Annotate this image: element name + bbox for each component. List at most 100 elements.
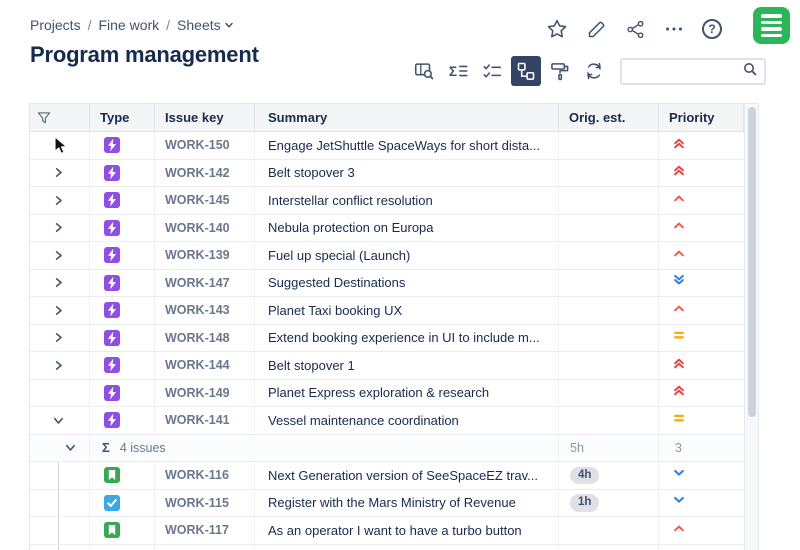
est-cell[interactable]	[559, 379, 659, 406]
sync-refresh-button[interactable]	[579, 56, 609, 86]
est-cell[interactable]	[559, 187, 659, 214]
priority-cell[interactable]	[659, 160, 744, 187]
issue-key-cell[interactable]: WORK-144	[155, 352, 255, 379]
est-cell[interactable]	[559, 544, 659, 550]
priority-cell[interactable]	[659, 270, 744, 297]
issue-key-cell[interactable]: WORK-139	[155, 242, 255, 269]
priority-cell[interactable]	[659, 325, 744, 352]
issue-key-cell[interactable]: WORK-116	[155, 462, 255, 489]
summary-cell[interactable]	[255, 544, 559, 550]
issue-key-cell[interactable]: WORK-148	[155, 324, 255, 351]
priority-cell[interactable]	[659, 545, 744, 550]
expand-button[interactable]	[51, 248, 65, 262]
priority-cell[interactable]	[659, 490, 744, 517]
summary-cell[interactable]: Interstellar conflict resolution	[255, 187, 559, 214]
priority-cell[interactable]	[659, 517, 744, 544]
summary-cell[interactable]: Next Generation version of SeeSpaceEZ tr…	[255, 462, 559, 489]
issue-key-cell[interactable]: WORK-142	[155, 159, 255, 186]
view-toolbar: Σ	[409, 56, 766, 86]
issue-key-cell[interactable]: WORK-147	[155, 269, 255, 296]
share-icon[interactable]	[624, 18, 646, 40]
est-cell[interactable]	[559, 352, 659, 379]
star-icon[interactable]	[546, 18, 568, 40]
summary-cell[interactable]: Nebula protection on Europa	[255, 214, 559, 241]
app-logo[interactable]	[753, 7, 790, 44]
header-priority[interactable]: Priority	[659, 104, 744, 131]
issue-key-cell[interactable]	[155, 544, 255, 550]
est-cell[interactable]	[559, 269, 659, 296]
priority-cell[interactable]	[659, 132, 744, 159]
summary-cell[interactable]: Register with the Mars Ministry of Reven…	[255, 489, 559, 516]
find-view-button[interactable]	[409, 56, 439, 86]
expand-button[interactable]	[51, 358, 65, 372]
hierarchy-view-button[interactable]	[511, 56, 541, 86]
priority-cell[interactable]	[659, 297, 744, 324]
issue-key-cell[interactable]: WORK-143	[155, 297, 255, 324]
expand-button[interactable]	[51, 221, 65, 235]
summary-cell[interactable]: Belt stopover 1	[255, 352, 559, 379]
filter-icon[interactable]	[37, 111, 51, 125]
issue-key-cell[interactable]: WORK-141	[155, 407, 255, 434]
priority-cell[interactable]	[659, 407, 744, 434]
priority-cell[interactable]	[659, 215, 744, 242]
scrollbar-thumb[interactable]	[748, 107, 756, 417]
summary-cell[interactable]: Belt stopover 3	[255, 159, 559, 186]
summary-cell[interactable]: Fuel up special (Launch)	[255, 242, 559, 269]
expand-button[interactable]	[51, 331, 65, 345]
header-issue-key[interactable]: Issue key	[155, 104, 255, 131]
header-summary[interactable]: Summary	[255, 104, 559, 131]
table-row: WORK-115 Register with the Mars Ministry …	[30, 489, 744, 517]
collapse-button[interactable]	[63, 441, 77, 455]
help-icon[interactable]: ?	[702, 19, 722, 39]
expand-button[interactable]	[51, 166, 65, 180]
issue-key-cell[interactable]: WORK-149	[155, 379, 255, 406]
priority-cell[interactable]	[659, 242, 744, 269]
priority-cell[interactable]	[659, 462, 744, 489]
header-orig-est[interactable]: Orig. est.	[559, 104, 659, 131]
more-ellipsis-icon[interactable]	[663, 18, 685, 40]
issue-key-cell[interactable]: WORK-115	[155, 489, 255, 516]
est-cell[interactable]	[559, 214, 659, 241]
collapse-button[interactable]	[51, 413, 65, 427]
priority-cell[interactable]	[659, 380, 744, 407]
est-cell[interactable]	[559, 132, 659, 159]
priority-cell[interactable]	[659, 352, 744, 379]
est-cell[interactable]	[559, 242, 659, 269]
priority-cell[interactable]	[659, 187, 744, 214]
est-cell[interactable]	[559, 297, 659, 324]
scrollbar-track[interactable]	[744, 104, 758, 550]
est-cell[interactable]	[559, 324, 659, 351]
summary-cell[interactable]: Planet Taxi booking UX	[255, 297, 559, 324]
expand-button[interactable]	[51, 138, 65, 152]
est-cell[interactable]	[559, 517, 659, 544]
breadcrumb-item-fine-work[interactable]: Fine work	[98, 17, 159, 33]
est-cell[interactable]: 1h	[559, 489, 659, 516]
expand-button[interactable]	[51, 193, 65, 207]
summary-cell[interactable]: Vessel maintenance coordination	[255, 407, 559, 434]
sum-rows-button[interactable]: Σ	[443, 56, 473, 86]
issue-key-cell[interactable]: WORK-145	[155, 187, 255, 214]
expand-button[interactable]	[51, 276, 65, 290]
breadcrumb-item-sheets[interactable]: Sheets	[177, 17, 234, 33]
checklist-button[interactable]	[477, 56, 507, 86]
summary-cell[interactable]: As an operator I want to have a turbo bu…	[255, 517, 559, 544]
table-body: WORK-150 Engage JetShuttle SpaceWays for …	[30, 132, 758, 550]
est-cell[interactable]	[559, 159, 659, 186]
header-type[interactable]: Type	[90, 104, 155, 131]
paint-roller-button[interactable]	[545, 56, 575, 86]
issue-key-cell[interactable]: WORK-150	[155, 132, 255, 159]
summary-cell[interactable]: Planet Express exploration & research	[255, 379, 559, 406]
estimate-value: 4h	[570, 466, 600, 484]
breadcrumb-item-projects[interactable]: Projects	[30, 17, 81, 33]
issue-key-cell[interactable]: WORK-140	[155, 214, 255, 241]
breadcrumb-label: Sheets	[177, 17, 221, 33]
summary-cell[interactable]: Extend booking experience in UI to inclu…	[255, 324, 559, 351]
edit-pencil-icon[interactable]	[585, 18, 607, 40]
est-cell[interactable]: 4h	[559, 462, 659, 489]
expand-button[interactable]	[51, 303, 65, 317]
issue-key-cell[interactable]: WORK-117	[155, 517, 255, 544]
est-cell[interactable]	[559, 407, 659, 434]
summary-cell[interactable]: Suggested Destinations	[255, 269, 559, 296]
search-input[interactable]	[628, 63, 742, 79]
summary-cell[interactable]: Engage JetShuttle SpaceWays for short di…	[255, 132, 559, 159]
